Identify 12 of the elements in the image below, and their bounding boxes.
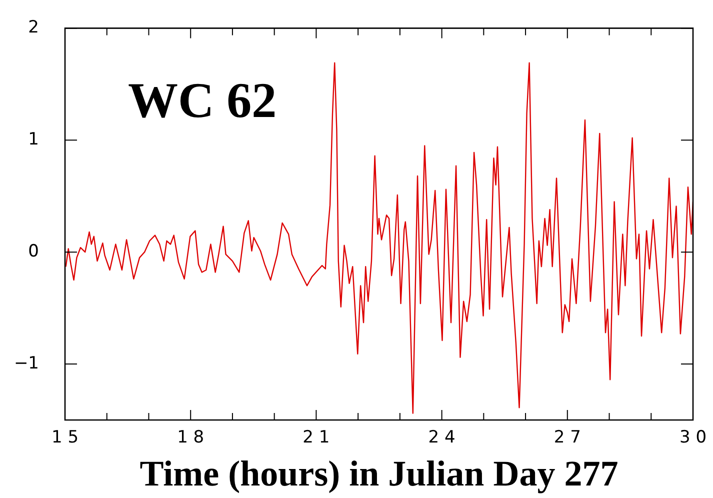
y-tick-label: 0 — [28, 242, 39, 262]
x-tick-label: 2 4 — [428, 428, 456, 448]
text: WC 62 — [128, 72, 277, 128]
x-tick-label: 1 8 — [177, 428, 204, 448]
y-tick-label: 1 — [28, 130, 39, 150]
x-tick-label: 2 7 — [554, 428, 581, 448]
y-tick-label: 2 — [28, 18, 39, 38]
x-tick-label: 3 0 — [679, 428, 707, 448]
y-tick-label: −1 — [14, 353, 39, 374]
x-tick-label: 1 5 — [51, 428, 79, 448]
x-axis-title: Time (hours) in Julian Day 277 — [140, 454, 618, 494]
x-tick-label: 2 1 — [302, 428, 330, 448]
